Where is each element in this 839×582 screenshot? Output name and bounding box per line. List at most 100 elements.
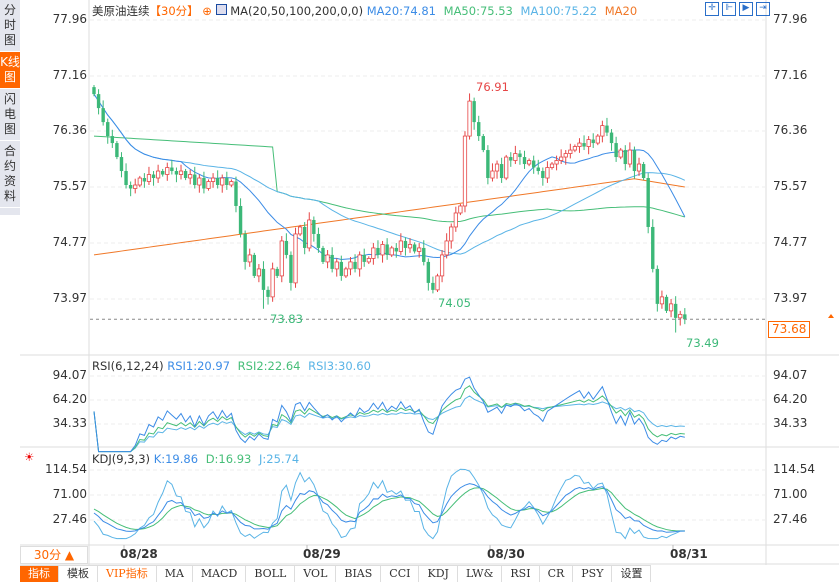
ma200-value: MA20	[604, 4, 638, 18]
candle	[293, 233, 298, 284]
kdj-legend: KDJ(9,3,3) K:19.86 D:16.93 J:25.74	[92, 452, 299, 466]
sidebar-item-flash[interactable]: 闪电图	[0, 89, 20, 141]
rsi3-line	[93, 395, 685, 453]
candle	[449, 226, 454, 242]
candle	[545, 167, 550, 179]
kdj-k-value: K:19.86	[153, 452, 199, 466]
candle	[279, 240, 284, 277]
sidebar-item-kline[interactable]: K线图	[0, 52, 20, 89]
time-label: 08/31	[670, 547, 708, 561]
zoom-range-icon[interactable]: ⊩	[722, 2, 736, 16]
candle	[422, 247, 426, 262]
candle	[614, 143, 618, 158]
candle	[431, 282, 435, 290]
kdj-axis-label: 27.46	[773, 512, 808, 526]
candle	[646, 178, 650, 227]
candle	[486, 150, 490, 179]
candle	[494, 163, 500, 172]
candle	[572, 146, 578, 151]
price-axis-label: 74.77	[52, 235, 87, 249]
candle	[183, 171, 188, 179]
candle	[289, 254, 293, 283]
candle	[683, 314, 687, 320]
candle	[316, 233, 321, 248]
tab-9[interactable]: KDJ	[419, 566, 458, 582]
kdj-j-value: J:25.74	[259, 452, 300, 466]
crosshair-icon[interactable]: ✛	[705, 2, 719, 16]
tab-8[interactable]: CCI	[381, 566, 420, 582]
rsi1-line	[93, 376, 685, 453]
ma20-value: MA20:74.81	[366, 4, 436, 18]
tab-10[interactable]: LW&	[458, 566, 503, 582]
kdj-axis-label: 27.46	[52, 512, 87, 526]
candle	[210, 177, 216, 182]
price-axis-label: 73.97	[52, 291, 87, 305]
candle	[178, 170, 184, 175]
tab-6[interactable]: VOL	[295, 566, 337, 582]
candle	[632, 150, 637, 172]
price-axis-label: 73.97	[773, 291, 808, 305]
tab-4[interactable]: MACD	[193, 566, 247, 582]
tab-1[interactable]: 模板	[59, 566, 98, 582]
rsi-axis-label: 94.07	[773, 368, 808, 382]
price-axis-label: 75.57	[52, 179, 87, 193]
candle	[284, 240, 289, 255]
candle	[165, 167, 170, 175]
candle	[453, 212, 458, 228]
tab-0[interactable]: 指标	[20, 566, 59, 582]
candle	[161, 171, 165, 175]
candle	[586, 139, 591, 147]
tab-13[interactable]: PSY	[573, 566, 613, 582]
sidebar-item-timeshare[interactable]: 分时图	[0, 0, 20, 52]
candle	[334, 261, 339, 270]
tab-2[interactable]: VIP指标	[98, 566, 157, 582]
candle	[444, 240, 449, 256]
ma100-value: MA100:75.22	[520, 4, 598, 18]
chart-canvas[interactable]	[0, 0, 839, 565]
candle	[412, 244, 417, 252]
tab-14[interactable]: 设置	[612, 566, 652, 582]
tab-12[interactable]: CR	[540, 566, 574, 582]
candle	[623, 150, 627, 165]
candle	[513, 153, 518, 161]
tab-7[interactable]: BIAS	[336, 566, 382, 582]
candle	[297, 226, 303, 235]
sidebar-item-contract-info[interactable]: 合约资料	[0, 141, 20, 208]
period-selector[interactable]: 30分 ▲	[20, 546, 88, 564]
candle	[509, 157, 513, 161]
candle	[600, 125, 605, 137]
tab-11[interactable]: RSI	[502, 566, 540, 582]
view-sidebar: 分时图 K线图 闪电图 合约资料	[0, 0, 20, 215]
price-axis-label: 75.57	[773, 179, 808, 193]
candle	[170, 167, 174, 172]
price-axis-label: 76.36	[773, 123, 808, 137]
up-arrow-icon	[828, 314, 834, 318]
tab-5[interactable]: BOLL	[246, 566, 296, 582]
indicator-sun-icon[interactable]: ☀	[24, 450, 35, 464]
play-icon[interactable]: ▶	[739, 2, 753, 16]
candle	[636, 163, 642, 172]
kdj-j-line	[93, 468, 685, 540]
candle	[302, 226, 307, 248]
candle	[536, 167, 540, 172]
candle	[678, 313, 683, 319]
exit-icon[interactable]: ⇥	[756, 2, 770, 16]
candle	[197, 177, 202, 186]
candle	[202, 178, 206, 189]
candle	[110, 136, 115, 144]
candle	[549, 163, 555, 168]
tab-3[interactable]: MA	[157, 566, 193, 582]
candle	[664, 296, 669, 311]
ma50-value: MA50:75.53	[443, 4, 513, 18]
kdj-title: KDJ(9,3,3)	[92, 452, 151, 466]
rsi-axis-label: 94.07	[52, 368, 87, 382]
price-axis-label: 76.36	[52, 123, 87, 137]
candle	[128, 185, 133, 189]
kdj-axis-label: 114.54	[773, 462, 815, 476]
candle	[380, 244, 385, 256]
chart-settings-icon[interactable]	[215, 4, 227, 15]
price-axis-label: 77.96	[52, 12, 87, 26]
candle	[348, 261, 353, 270]
add-icon[interactable]: ⊕	[202, 4, 212, 18]
ma-params: MA(20,50,100,200,0,0)	[230, 4, 364, 18]
